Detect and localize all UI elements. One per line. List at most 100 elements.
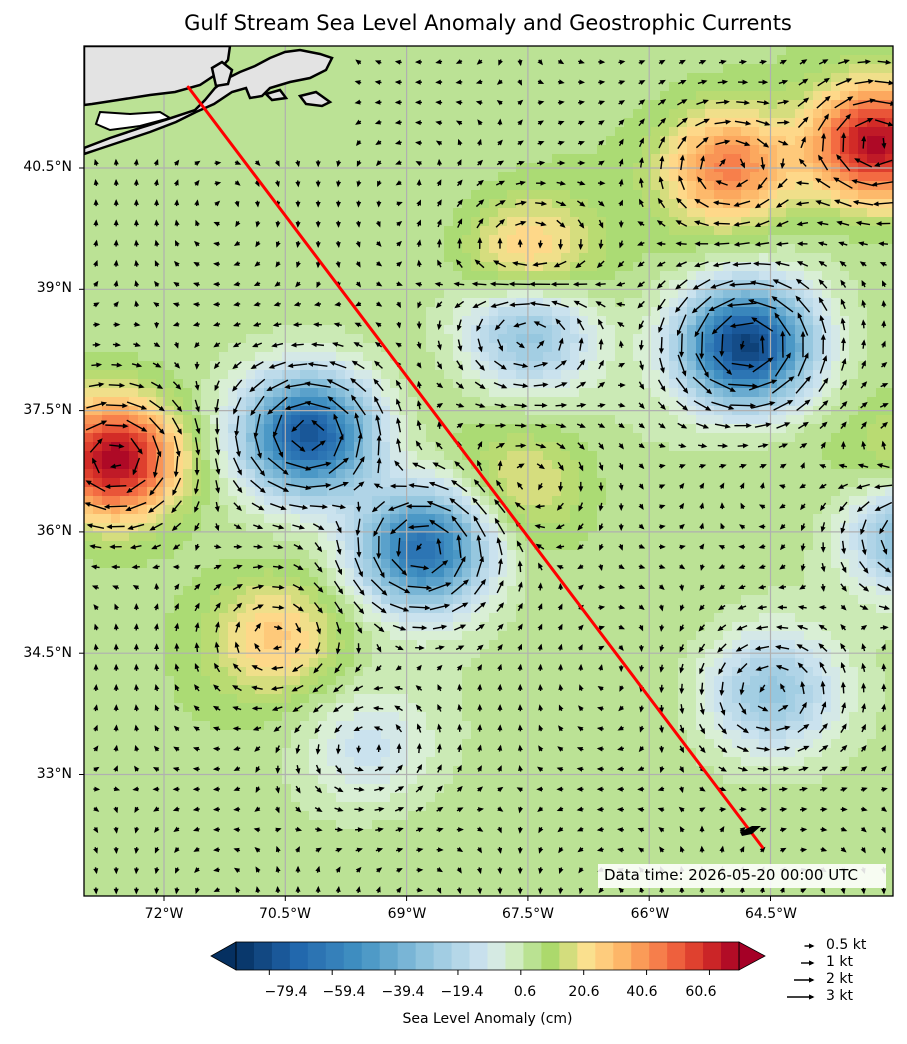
heatmap-cell bbox=[156, 217, 166, 227]
heatmap-cell bbox=[84, 109, 94, 119]
heatmap-cell bbox=[543, 325, 553, 335]
heatmap-cell bbox=[876, 496, 886, 506]
heatmap-cell bbox=[579, 154, 589, 164]
heatmap-cell bbox=[345, 91, 355, 101]
heatmap-cell bbox=[858, 451, 868, 461]
heatmap-cell bbox=[93, 523, 103, 533]
heatmap-cell bbox=[678, 262, 688, 272]
heatmap-cell bbox=[183, 253, 193, 263]
heatmap-cell bbox=[246, 496, 256, 506]
heatmap-cell bbox=[804, 208, 814, 218]
heatmap-cell bbox=[786, 505, 796, 515]
heatmap-cell bbox=[660, 145, 670, 155]
heatmap-cell bbox=[138, 226, 148, 236]
heatmap-cell bbox=[525, 208, 535, 218]
heatmap-cell bbox=[309, 523, 319, 533]
heatmap-cell bbox=[165, 136, 175, 146]
heatmap-cell bbox=[885, 370, 893, 380]
heatmap-cell bbox=[813, 325, 823, 335]
heatmap-cell bbox=[507, 505, 517, 515]
heatmap-cell bbox=[228, 64, 238, 74]
heatmap-cell bbox=[516, 433, 526, 443]
heatmap-cell bbox=[651, 136, 661, 146]
heatmap-cell bbox=[201, 298, 211, 308]
heatmap-cell bbox=[867, 478, 877, 488]
heatmap-cell bbox=[111, 523, 121, 533]
heatmap-cell bbox=[669, 496, 679, 506]
heatmap-cell bbox=[543, 154, 553, 164]
heatmap-cell bbox=[516, 181, 526, 191]
heatmap-cell bbox=[300, 199, 310, 209]
heatmap-cell bbox=[192, 334, 202, 344]
heatmap-cell bbox=[552, 199, 562, 209]
heatmap-cell bbox=[696, 82, 706, 92]
heatmap-cell bbox=[291, 199, 301, 209]
heatmap-cell bbox=[201, 307, 211, 317]
heatmap-cell bbox=[795, 226, 805, 236]
heatmap-cell bbox=[390, 424, 400, 434]
heatmap-cell bbox=[444, 424, 454, 434]
heatmap-cell bbox=[291, 172, 301, 182]
heatmap-cell bbox=[444, 145, 454, 155]
heatmap-cell bbox=[480, 172, 490, 182]
heatmap-cell bbox=[696, 190, 706, 200]
heatmap-cell bbox=[633, 316, 643, 326]
heatmap-cell bbox=[309, 118, 319, 128]
heatmap-cell bbox=[741, 496, 751, 506]
heatmap-cell bbox=[471, 145, 481, 155]
heatmap-cell bbox=[399, 235, 409, 245]
heatmap-cell bbox=[651, 460, 661, 470]
heatmap-cell bbox=[597, 226, 607, 236]
heatmap-cell bbox=[606, 118, 616, 128]
heatmap-cell bbox=[471, 352, 481, 362]
heatmap-cell bbox=[624, 496, 634, 506]
heatmap-cell bbox=[579, 190, 589, 200]
heatmap-cell bbox=[804, 253, 814, 263]
heatmap-cell bbox=[84, 181, 94, 191]
heatmap-cell bbox=[777, 46, 787, 56]
heatmap-cell bbox=[318, 172, 328, 182]
heatmap-cell bbox=[408, 370, 418, 380]
heatmap-cell bbox=[822, 469, 832, 479]
heatmap-cell bbox=[309, 82, 319, 92]
heatmap-cell bbox=[273, 424, 283, 434]
heatmap-cell bbox=[570, 460, 580, 470]
heatmap-cell bbox=[327, 433, 337, 443]
heatmap-cell bbox=[831, 487, 841, 497]
heatmap-cell bbox=[813, 460, 823, 470]
heatmap-cell bbox=[408, 172, 418, 182]
heatmap-cell bbox=[372, 55, 382, 65]
heatmap-cell bbox=[489, 361, 499, 371]
heatmap-cell bbox=[156, 370, 166, 380]
heatmap-cell bbox=[723, 235, 733, 245]
heatmap-cell bbox=[525, 46, 535, 56]
heatmap-cell bbox=[714, 271, 724, 281]
heatmap-cell bbox=[705, 361, 715, 371]
heatmap-cell bbox=[336, 100, 346, 110]
heatmap-cell bbox=[408, 190, 418, 200]
heatmap-cell bbox=[282, 361, 292, 371]
heatmap-cell bbox=[93, 109, 103, 119]
heatmap-cell bbox=[399, 532, 409, 542]
heatmap-cell bbox=[129, 334, 139, 344]
heatmap-cell bbox=[624, 208, 634, 218]
heatmap-cell bbox=[111, 469, 121, 479]
heatmap-cell bbox=[336, 91, 346, 101]
heatmap-cell bbox=[642, 514, 652, 524]
heatmap-cell bbox=[633, 496, 643, 506]
heatmap-cell bbox=[759, 289, 769, 299]
heatmap-cell bbox=[246, 532, 256, 542]
heatmap-cell bbox=[345, 154, 355, 164]
heatmap-cell bbox=[273, 235, 283, 245]
heatmap-cell bbox=[525, 352, 535, 362]
heatmap-cell bbox=[363, 460, 373, 470]
heatmap-cell bbox=[570, 469, 580, 479]
heatmap-cell bbox=[750, 532, 760, 542]
heatmap-cell bbox=[732, 397, 742, 407]
heatmap-cell bbox=[93, 370, 103, 380]
heatmap-cell bbox=[624, 352, 634, 362]
heatmap-cell bbox=[525, 388, 535, 398]
heatmap-cell bbox=[759, 487, 769, 497]
heatmap-cell bbox=[282, 415, 292, 425]
heatmap-cell bbox=[705, 379, 715, 389]
